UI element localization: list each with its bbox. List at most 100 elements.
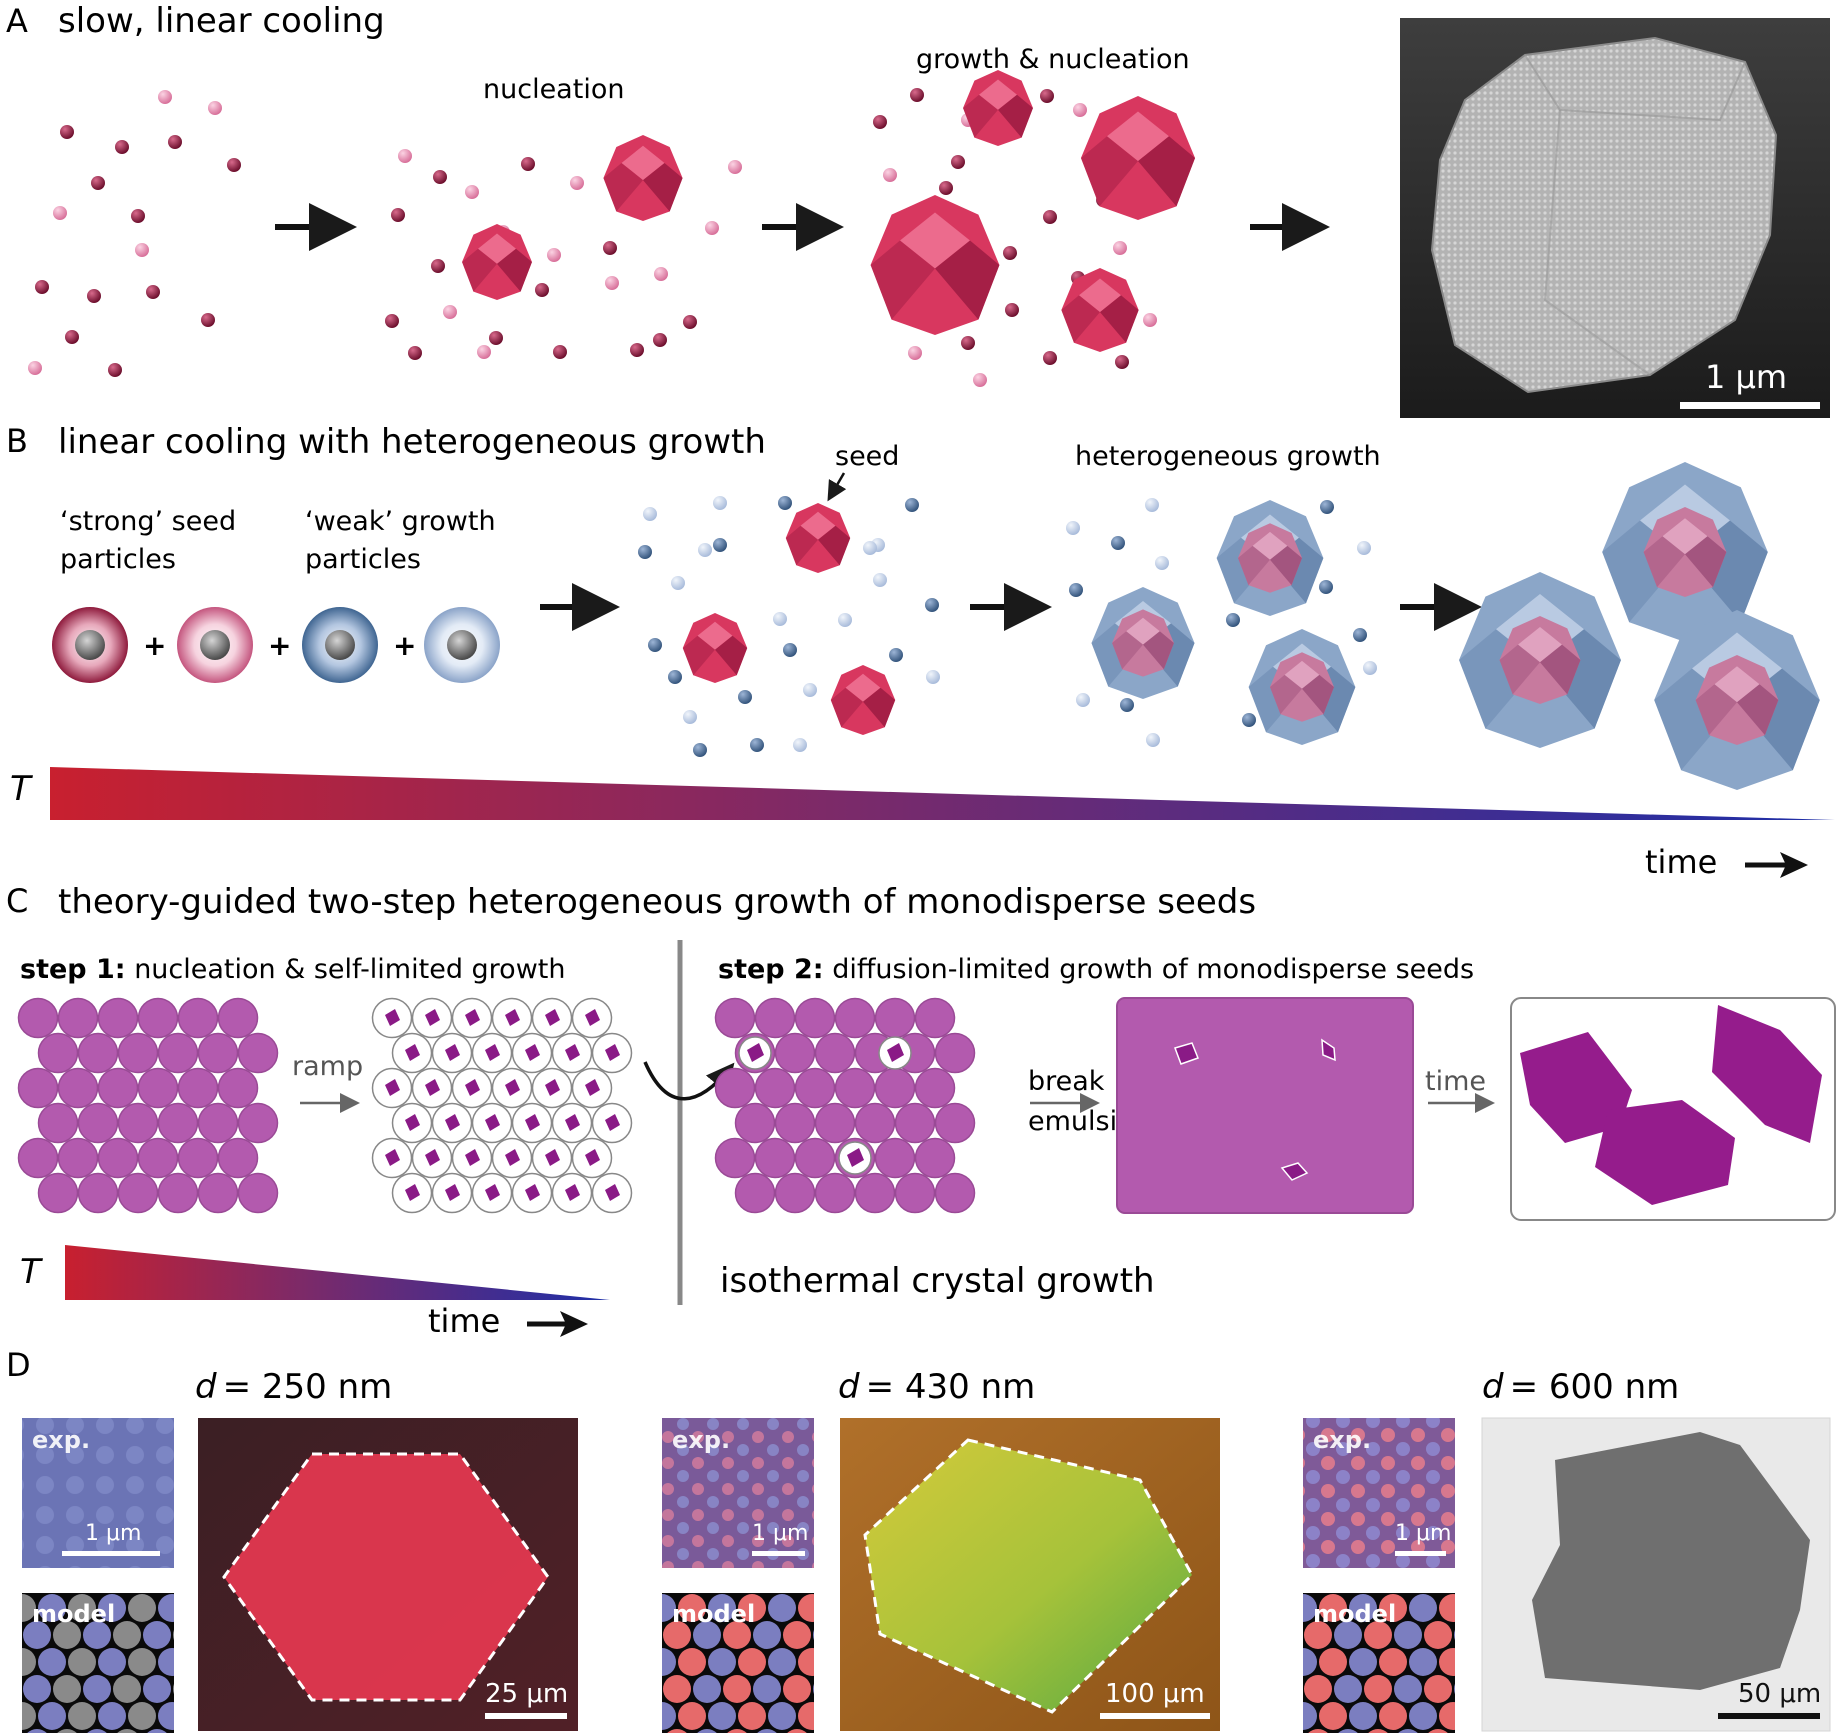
droplet — [794, 997, 836, 1039]
droplet — [934, 1172, 976, 1214]
particle — [553, 345, 567, 359]
crystal-facet — [462, 248, 497, 292]
seed-crystal — [405, 1114, 420, 1131]
lattice-particle — [1424, 1621, 1452, 1649]
scale-bar-label: 1 μm — [85, 1521, 141, 1546]
sample-430nm: d = 430 nm exp. 1 μm model 100 μm — [662, 1367, 1220, 1733]
crystal-outline — [863, 1438, 1194, 1714]
crystal-facet — [1270, 545, 1303, 586]
particle — [905, 498, 919, 512]
crystal-facet — [1061, 295, 1100, 343]
droplet — [217, 1137, 259, 1179]
particle — [693, 743, 707, 757]
weak-growth-label-2: particles — [305, 544, 421, 575]
particle — [1043, 210, 1057, 224]
particle — [653, 333, 667, 347]
droplet — [177, 1067, 219, 1109]
lattice-particle — [23, 1675, 51, 1703]
particle — [939, 181, 953, 195]
seed-crystal — [565, 1114, 580, 1131]
exp-micrograph — [22, 1418, 174, 1568]
particle — [65, 330, 79, 344]
lattice-particle — [738, 1648, 766, 1676]
particle — [1363, 661, 1377, 675]
grown-crystals-box — [1510, 997, 1836, 1221]
droplets-step1-initial — [17, 997, 279, 1214]
scale-bar — [1718, 1713, 1820, 1719]
lattice-particle — [1334, 1675, 1362, 1703]
seed-crystal — [1174, 1042, 1199, 1065]
particle — [605, 276, 619, 290]
particle — [391, 208, 405, 222]
particle — [431, 259, 445, 273]
crystal-facet — [1138, 136, 1196, 207]
particle — [87, 289, 101, 303]
scale-bar-label: 1 μm — [1705, 358, 1787, 396]
crystal-facet — [1643, 536, 1685, 588]
particle — [1043, 351, 1057, 365]
lattice-particle — [1439, 1702, 1455, 1730]
plus-sign: + — [143, 629, 166, 662]
droplet — [117, 1032, 159, 1074]
hexagonal-crystal — [1532, 1432, 1810, 1690]
lattice-particle — [662, 1594, 676, 1622]
lattice-particle — [768, 1594, 796, 1622]
particle-core — [75, 630, 105, 660]
seed-crystal — [525, 1044, 540, 1061]
seed-crystal — [605, 1184, 620, 1201]
seed-crystal — [445, 1184, 460, 1201]
sample-600nm: d = 600 nm exp. 1 μm model 50 μm — [1303, 1367, 1831, 1733]
lattice-particle — [738, 1594, 766, 1622]
particle — [728, 160, 742, 174]
droplet — [217, 1067, 259, 1109]
droplet — [894, 1172, 936, 1214]
lattice-particle — [1368, 1729, 1388, 1733]
particle — [28, 361, 42, 375]
particle — [926, 670, 940, 684]
panel-a-title: slow, linear cooling — [58, 1, 385, 41]
lattice-particle — [798, 1594, 814, 1622]
label-growth-nucleation: growth & nucleation — [916, 44, 1190, 75]
particle — [873, 115, 887, 129]
particle — [738, 690, 752, 704]
particle — [803, 683, 817, 697]
lattice-particle — [1364, 1675, 1392, 1703]
lattice-particle — [1304, 1675, 1332, 1703]
seed-pointer-arrow-icon — [827, 472, 847, 502]
particle — [535, 283, 549, 297]
crystals-b — [682, 462, 1820, 790]
droplet — [774, 1032, 816, 1074]
label-nucleation: nucleation — [483, 74, 624, 105]
crystal-facet — [979, 79, 1017, 110]
scale-bar-label: 100 μm — [1105, 1679, 1205, 1709]
particle-types: + + + — [52, 607, 500, 683]
particle — [443, 305, 457, 319]
lattice-particle — [1303, 1702, 1317, 1730]
crystal-facet — [1284, 660, 1320, 689]
seed-crystal — [605, 1044, 620, 1061]
particle — [1120, 698, 1134, 712]
seed-crystal — [385, 1009, 400, 1026]
droplet — [97, 1137, 139, 1179]
crystal-facet — [1302, 674, 1335, 715]
grown-crystal — [1595, 1100, 1735, 1205]
particle — [883, 168, 897, 182]
particle — [158, 90, 172, 104]
lattice-particle — [87, 1729, 107, 1733]
particle — [408, 346, 422, 360]
crystal-facet — [1143, 631, 1174, 670]
droplet — [137, 1067, 179, 1109]
seed-crystal — [847, 1148, 864, 1167]
crystal-facet — [1126, 617, 1160, 645]
temperature-ramp-wedge-c — [65, 1245, 610, 1300]
lattice-particle — [693, 1675, 721, 1703]
seed-crystal — [747, 1043, 764, 1062]
particle — [146, 285, 160, 299]
seed-crystal — [545, 1009, 560, 1026]
crystal-facet — [621, 145, 665, 181]
panel-b: B linear cooling with heterogeneous grow… — [6, 422, 1835, 881]
particle — [778, 496, 792, 510]
lattice-particle — [27, 1729, 47, 1733]
particle — [793, 738, 807, 752]
particle — [547, 248, 561, 262]
